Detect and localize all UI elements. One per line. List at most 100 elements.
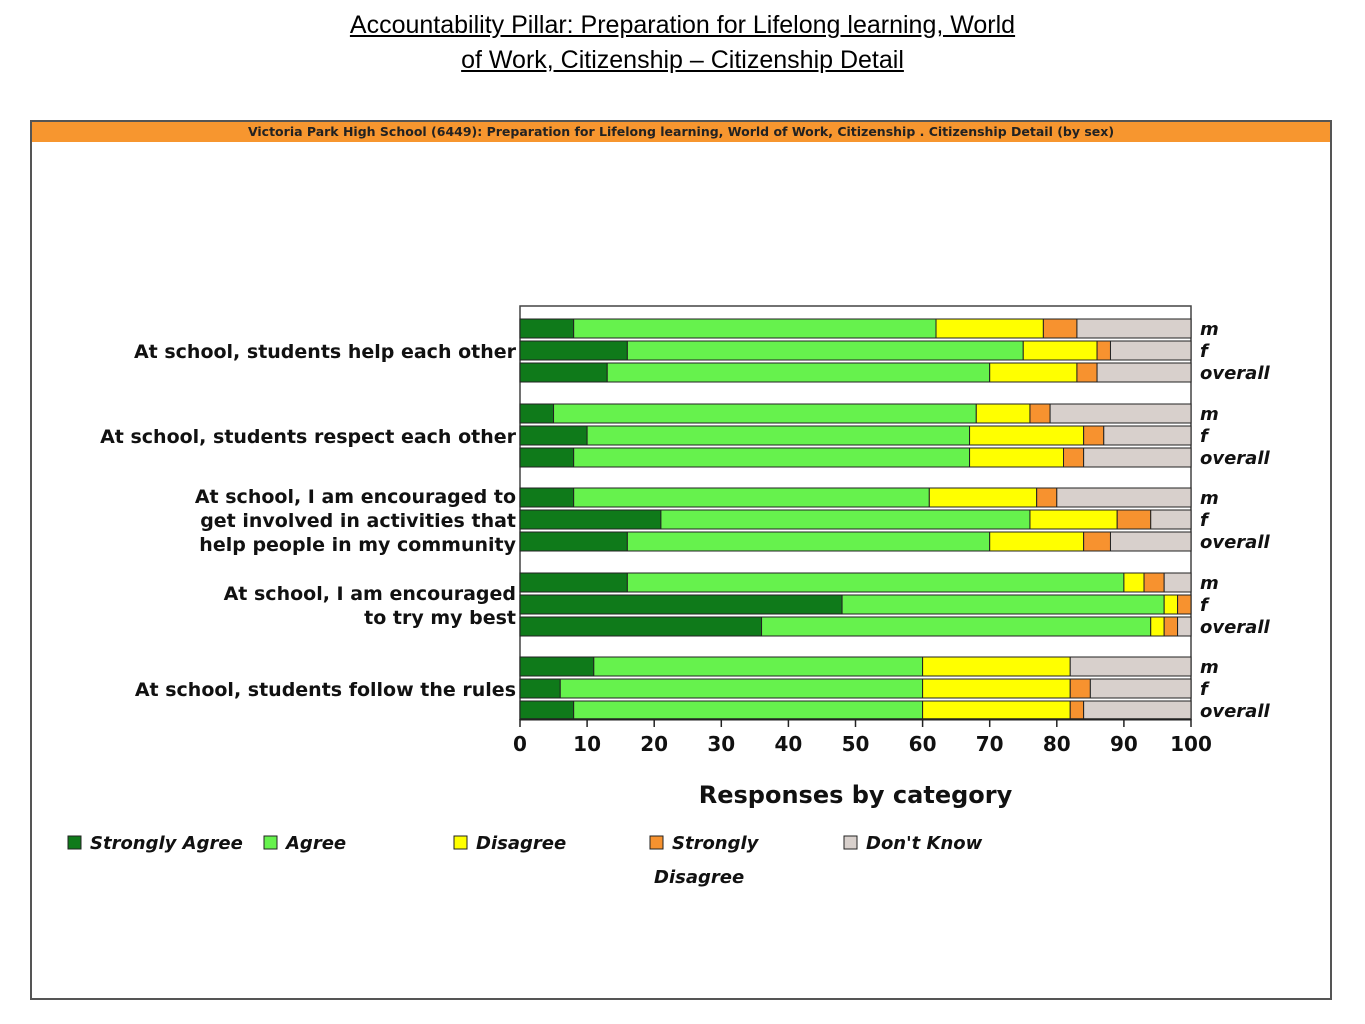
bar-segment (559, 678, 924, 699)
legend-swatch (453, 835, 468, 850)
category-label: help people in my community (199, 534, 516, 556)
bar-segment (761, 616, 1152, 637)
row-label-overall: overall (1200, 701, 1271, 722)
bar-segment (519, 656, 595, 677)
x-tick-label: 10 (573, 732, 601, 756)
bar-segment (1096, 362, 1192, 383)
bar-segment (1123, 572, 1145, 593)
bar-segment (519, 362, 608, 383)
legend-label: Disagree (476, 833, 566, 854)
category-label: At school, I am encouraged to (195, 486, 516, 508)
x-tick-label: 100 (1170, 732, 1212, 756)
chart-title-banner: Victoria Park High School (6449): Prepar… (32, 122, 1330, 142)
x-tick-label: 60 (909, 732, 937, 756)
bar-segment (1163, 572, 1192, 593)
bar-segment (922, 700, 1071, 721)
legend-label: Agree (284, 833, 346, 854)
legend-label: Strongly Agree (90, 833, 243, 854)
legend-swatch (649, 835, 664, 850)
bar-segment (1163, 594, 1179, 615)
row-label-f: f (1200, 679, 1210, 700)
bar-segment (1116, 509, 1152, 530)
legend-swatch (263, 835, 278, 850)
row-label-m: m (1200, 573, 1219, 594)
bar-segment (573, 700, 924, 721)
legend-swatch (67, 835, 82, 850)
x-tick-label: 80 (1043, 732, 1071, 756)
bar-segment (1143, 572, 1165, 593)
bar-segment (1083, 700, 1192, 721)
chart-frame: Victoria Park High School (6449): Prepar… (30, 120, 1332, 1000)
bar-segment (626, 340, 1024, 361)
bar-segment (1177, 616, 1192, 637)
bar-segment (1150, 509, 1192, 530)
bar-segment (1076, 362, 1098, 383)
bar-segment (519, 678, 561, 699)
bar-segment (519, 487, 575, 508)
bar-segment (1069, 656, 1192, 677)
category-label: At school, students follow the rules (135, 679, 516, 701)
bar-segment (1029, 403, 1051, 424)
bar-segment (519, 616, 763, 637)
category-label: At school, students respect each other (100, 426, 517, 448)
category-label: get involved in activities that (200, 510, 516, 532)
bar-segment (989, 362, 1078, 383)
row-label-f: f (1200, 510, 1210, 531)
row-label-overall: overall (1200, 363, 1271, 384)
bar-segment (586, 425, 971, 446)
bar-segment (626, 572, 1125, 593)
bar-segment (1109, 340, 1192, 361)
bar-segment (1103, 425, 1192, 446)
bar-segment (519, 403, 555, 424)
row-label-m: m (1200, 404, 1219, 425)
bar-segment (1083, 447, 1192, 468)
bar-segment (922, 656, 1071, 677)
bar-segment (593, 656, 924, 677)
x-tick-label: 70 (976, 732, 1004, 756)
bar-segment (519, 509, 662, 530)
bar-segment (1022, 340, 1098, 361)
bar-segment (660, 509, 1031, 530)
page-title-line2: of Work, Citizenship – Citizenship Detai… (461, 46, 904, 74)
row-label-f: f (1200, 426, 1210, 447)
bar-segment (975, 403, 1031, 424)
bar-segment (1069, 700, 1085, 721)
row-label-overall: overall (1200, 448, 1271, 469)
bar-segment (519, 594, 843, 615)
row-label-f: f (1200, 341, 1210, 362)
bar-segment (1177, 594, 1192, 615)
bar-segment (553, 403, 977, 424)
x-tick-label: 40 (774, 732, 802, 756)
row-label-overall: overall (1200, 617, 1271, 638)
bar-segment (1109, 531, 1192, 552)
bar-segment (573, 487, 930, 508)
category-label: to try my best (364, 607, 516, 629)
x-tick-label: 0 (513, 732, 527, 756)
bar-segment (1076, 318, 1192, 339)
bar-segment (1029, 509, 1118, 530)
bar-segment (606, 362, 991, 383)
legend-swatch (843, 835, 858, 850)
bar-segment (969, 425, 1085, 446)
bar-segment (935, 318, 1044, 339)
bar-segment (1042, 318, 1078, 339)
bar-segment (1089, 678, 1192, 699)
bar-segment (922, 678, 1071, 699)
bar-segment (928, 487, 1038, 508)
row-label-f: f (1200, 595, 1210, 616)
page-title: Accountability Pillar: Preparation for L… (0, 8, 1365, 78)
category-label: At school, students help each other (134, 341, 517, 363)
bar-segment (969, 447, 1065, 468)
row-label-overall: overall (1200, 532, 1271, 553)
x-tick-label: 90 (1110, 732, 1138, 756)
bar-segment (573, 447, 971, 468)
bar-segment (626, 531, 991, 552)
page-title-line1: Accountability Pillar: Preparation for L… (349, 11, 1016, 39)
legend-label: Don't Know (866, 833, 983, 854)
bar-segment (989, 531, 1085, 552)
bar-segment (519, 318, 575, 339)
row-label-m: m (1200, 488, 1219, 509)
legend-label: Strongly (672, 833, 760, 854)
bar-segment (1096, 340, 1111, 361)
